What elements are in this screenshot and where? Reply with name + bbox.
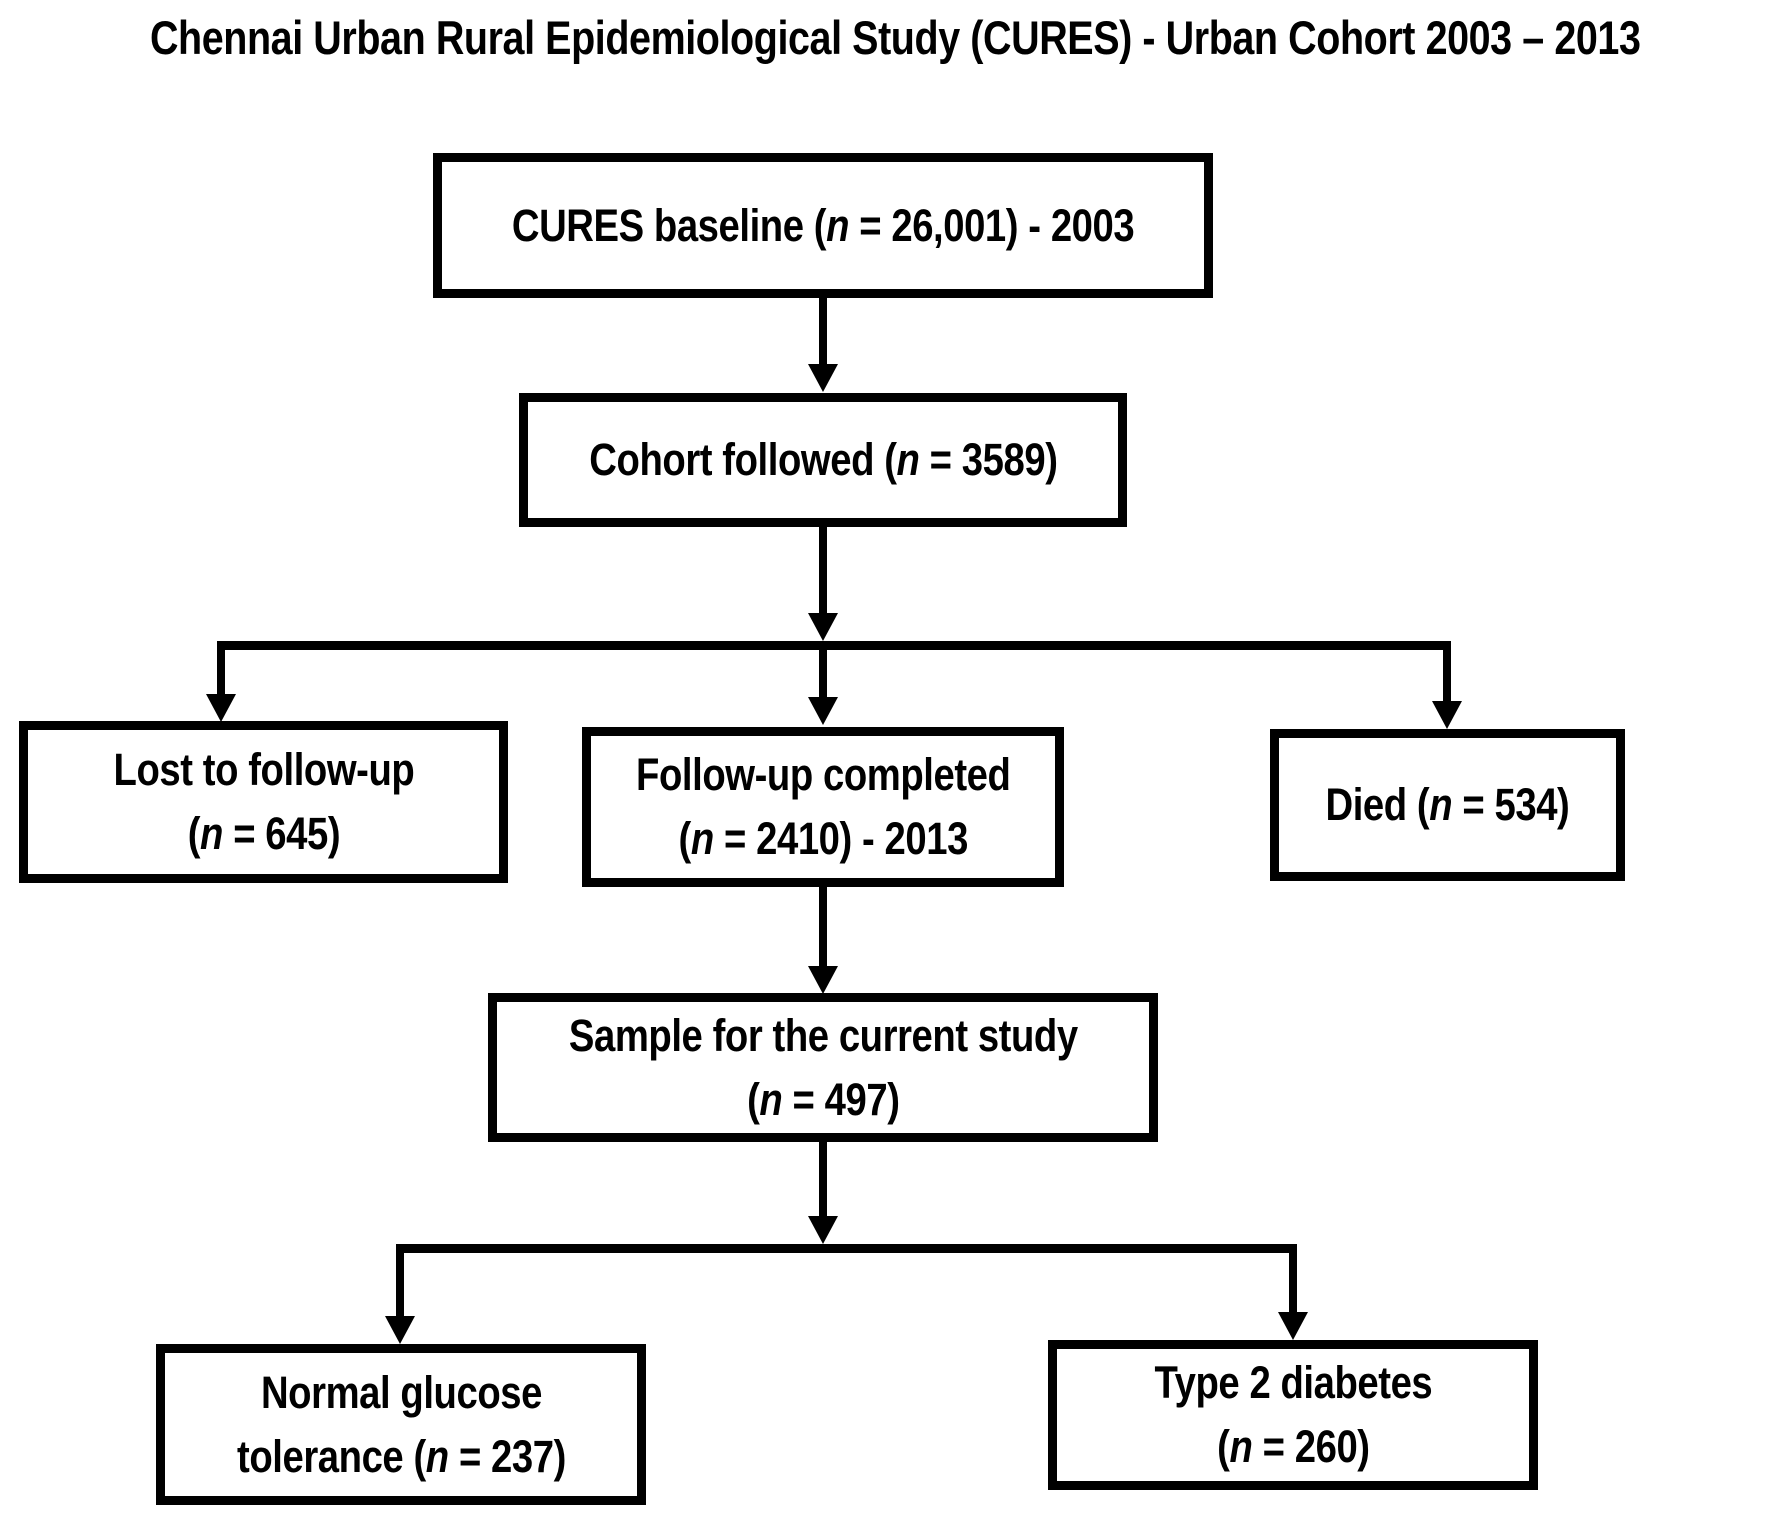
- arrow-branch1-to-died-head: [1432, 701, 1462, 729]
- box-lost-to-followup: Lost to follow-up (n = 645): [19, 721, 508, 883]
- arrow-branch1-to-lost-line: [217, 648, 225, 696]
- branch1-horizontal-line: [217, 641, 1451, 650]
- box-died: Died (n = 534): [1270, 729, 1625, 881]
- diagram-title-text: Chennai Urban Rural Epidemiological Stud…: [149, 11, 1641, 64]
- box-normal-glucose-tolerance: Normal glucose tolerance (n = 237): [156, 1344, 646, 1505]
- box-cures-baseline: CURES baseline (n = 26,001) - 2003: [433, 153, 1213, 298]
- box-followup-completed: Follow-up completed (n = 2410) - 2013: [582, 727, 1064, 887]
- arrow-branch2-to-ngt-head: [385, 1316, 415, 1344]
- box-sample-current-study-label: Sample for the current study (n = 497): [568, 1009, 1078, 1125]
- arrow-sample-to-branch-line: [819, 1140, 827, 1218]
- arrow-branch1-to-followup-head: [808, 697, 838, 725]
- arrow-sample-to-branch-head: [808, 1216, 838, 1244]
- arrow-branch1-to-lost-head: [206, 694, 236, 722]
- arrow-branch2-to-t2d-head: [1278, 1312, 1308, 1340]
- box-cohort-followed-label: Cohort followed (n = 3589): [588, 434, 1058, 486]
- arrow-branch1-to-died-line: [1443, 648, 1451, 703]
- box-type2-diabetes: Type 2 diabetes (n = 260): [1048, 1340, 1538, 1490]
- diagram-title: Chennai Urban Rural Epidemiological Stud…: [0, 10, 1790, 65]
- box-cohort-followed: Cohort followed (n = 3589): [519, 393, 1127, 527]
- box-cures-baseline-label: CURES baseline (n = 26,001) - 2003: [511, 199, 1135, 251]
- arrow-cohort-to-branch-head: [808, 613, 838, 641]
- arrow-branch2-to-ngt-line: [396, 1251, 404, 1318]
- arrow-baseline-to-cohort-line: [819, 296, 827, 366]
- box-sample-current-study: Sample for the current study (n = 497): [488, 993, 1158, 1142]
- box-type2-diabetes-label: Type 2 diabetes (n = 260): [1154, 1357, 1432, 1472]
- box-followup-completed-label: Follow-up completed (n = 2410) - 2013: [635, 749, 1011, 864]
- box-normal-glucose-tolerance-label: Normal glucose tolerance (n = 237): [236, 1366, 566, 1482]
- arrow-followup-to-sample-line: [819, 885, 827, 968]
- arrow-followup-to-sample-head: [808, 966, 838, 994]
- arrow-branch2-to-t2d-line: [1289, 1251, 1297, 1314]
- box-lost-to-followup-label: Lost to follow-up (n = 645): [113, 744, 414, 859]
- branch2-horizontal-line: [396, 1244, 1297, 1253]
- arrow-baseline-to-cohort-head: [808, 364, 838, 392]
- arrow-branch1-to-followup-line: [819, 648, 827, 699]
- arrow-cohort-to-branch-line: [819, 525, 827, 615]
- box-died-label: Died (n = 534): [1325, 779, 1570, 831]
